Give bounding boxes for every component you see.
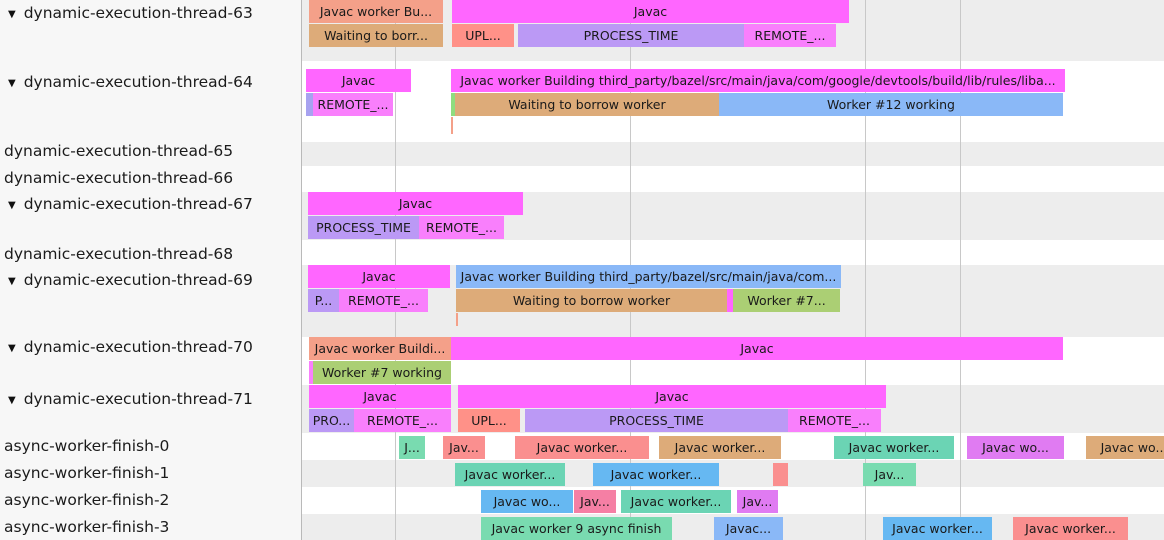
- chevron-down-icon[interactable]: ▼: [8, 394, 16, 406]
- trace-bar[interactable]: Waiting to borrow worker: [455, 93, 719, 116]
- trace-bar[interactable]: Javac...: [714, 517, 783, 540]
- trace-bar-sliver[interactable]: [306, 93, 313, 116]
- track-label-text: dynamic-execution-thread-69: [23, 271, 253, 289]
- trace-bar[interactable]: Javac worker...: [1013, 517, 1128, 540]
- track-label-text: dynamic-execution-thread-64: [23, 73, 253, 91]
- trace-bar[interactable]: Javac: [452, 0, 849, 23]
- trace-bar[interactable]: Javac worker...: [593, 463, 719, 486]
- track-label-text: dynamic-execution-thread-66: [4, 169, 234, 187]
- trace-bar[interactable]: Javac worker Bu...: [309, 0, 443, 23]
- chevron-down-icon[interactable]: ▼: [8, 342, 16, 354]
- trace-bar[interactable]: Javac worker Buildi...: [309, 337, 451, 360]
- trace-bar[interactable]: Javac worker Building third_party/bazel/…: [451, 69, 1065, 92]
- track-label-dynamic-execution-thread-64[interactable]: ▼ dynamic-execution-thread-64: [0, 73, 300, 91]
- trace-bar[interactable]: Javac: [309, 385, 451, 408]
- trace-bar[interactable]: REMOTE_...: [313, 93, 393, 116]
- track-label-text: async-worker-finish-0: [4, 437, 170, 455]
- trace-bar[interactable]: Jav...: [443, 436, 485, 459]
- track-label-text: dynamic-execution-thread-65: [4, 142, 234, 160]
- trace-bar[interactable]: Javac: [451, 337, 1063, 360]
- trace-bar-sliver[interactable]: [451, 117, 453, 134]
- trace-bar[interactable]: Javac wo...: [1086, 436, 1164, 459]
- trace-bar[interactable]: Javac worker 9 async finish: [481, 517, 672, 540]
- trace-bar[interactable]: REMOTE_...: [419, 216, 504, 239]
- track-label-dynamic-execution-thread-63[interactable]: ▼ dynamic-execution-thread-63: [0, 4, 300, 22]
- trace-bar[interactable]: Javac: [306, 69, 411, 92]
- trace-bar[interactable]: Worker #12 working: [719, 93, 1063, 116]
- track-label-text: async-worker-finish-1: [4, 464, 170, 482]
- trace-bar[interactable]: UPL...: [458, 409, 520, 432]
- trace-bar[interactable]: Javac: [308, 265, 450, 288]
- trace-bar-sliver[interactable]: [451, 93, 455, 116]
- trace-bar[interactable]: REMOTE_...: [339, 289, 428, 312]
- trace-bar[interactable]: Jav...: [863, 463, 916, 486]
- track-label-dynamic-execution-thread-70[interactable]: ▼ dynamic-execution-thread-70: [0, 338, 300, 356]
- track-label-text: dynamic-execution-thread-70: [23, 338, 253, 356]
- timeline-canvas[interactable]: Javac worker Bu... Waiting to borr... Java…: [303, 0, 1164, 540]
- track-label-text: async-worker-finish-3: [4, 518, 170, 536]
- trace-bar[interactable]: Jav...: [737, 490, 778, 513]
- track-label-dynamic-execution-thread-67[interactable]: ▼ dynamic-execution-thread-67: [0, 195, 300, 213]
- track-label-dynamic-execution-thread-71[interactable]: ▼ dynamic-execution-thread-71: [0, 390, 300, 408]
- chevron-down-icon[interactable]: ▼: [8, 8, 16, 20]
- track-label-dynamic-execution-thread-66[interactable]: dynamic-execution-thread-66: [0, 169, 300, 187]
- trace-bar[interactable]: Javac worker...: [834, 436, 954, 459]
- chevron-down-icon[interactable]: ▼: [8, 199, 16, 211]
- track-label-dynamic-execution-thread-69[interactable]: ▼ dynamic-execution-thread-69: [0, 271, 300, 289]
- track-label-gutter: ▼ dynamic-execution-thread-63 ▼ dynamic-exe…: [0, 0, 302, 540]
- track-label-text: dynamic-execution-thread-63: [23, 4, 253, 22]
- trace-bar[interactable]: Waiting to borrow worker: [456, 289, 727, 312]
- track-label-async-worker-finish-2[interactable]: async-worker-finish-2: [0, 491, 300, 509]
- trace-bar[interactable]: UPL...: [452, 24, 514, 47]
- trace-bar[interactable]: Javac wo...: [967, 436, 1064, 459]
- trace-bar[interactable]: PRO...: [309, 409, 354, 432]
- track-label-text: async-worker-finish-2: [4, 491, 170, 509]
- trace-bar-sliver[interactable]: [773, 463, 788, 486]
- chevron-down-icon[interactable]: ▼: [8, 77, 16, 89]
- trace-bar[interactable]: P...: [308, 289, 339, 312]
- trace-bar[interactable]: Worker #7 working: [313, 361, 451, 384]
- trace-bar[interactable]: Worker #7...: [733, 289, 840, 312]
- track-label-text: dynamic-execution-thread-71: [23, 390, 253, 408]
- track-label-dynamic-execution-thread-65[interactable]: dynamic-execution-thread-65: [0, 142, 300, 160]
- trace-bar-sliver[interactable]: [309, 361, 313, 384]
- trace-bar[interactable]: REMOTE_...: [744, 24, 836, 47]
- trace-bar-sliver[interactable]: [456, 313, 458, 326]
- trace-bar[interactable]: Jav...: [574, 490, 616, 513]
- trace-bar[interactable]: Javac worker Building third_party/bazel/…: [456, 265, 841, 288]
- trace-bar[interactable]: J...: [399, 436, 425, 459]
- trace-bar[interactable]: REMOTE_...: [788, 409, 881, 432]
- track-label-async-worker-finish-3[interactable]: async-worker-finish-3: [0, 518, 300, 536]
- track-label-async-worker-finish-1[interactable]: async-worker-finish-1: [0, 464, 300, 482]
- trace-bar-sliver[interactable]: [727, 289, 733, 312]
- trace-bar[interactable]: PROCESS_TIME: [518, 24, 744, 47]
- trace-bar[interactable]: Javac worker...: [883, 517, 992, 540]
- trace-bar[interactable]: Javac wo...: [481, 490, 573, 513]
- trace-bar[interactable]: Javac worker...: [455, 463, 565, 486]
- trace-bar[interactable]: Javac worker...: [515, 436, 649, 459]
- chevron-down-icon[interactable]: ▼: [8, 275, 16, 287]
- track-label-text: dynamic-execution-thread-67: [23, 195, 253, 213]
- trace-bar[interactable]: Javac: [308, 192, 523, 215]
- gridline: [865, 0, 866, 540]
- trace-bar[interactable]: Javac worker...: [659, 436, 781, 459]
- track-label-text: dynamic-execution-thread-68: [4, 245, 234, 263]
- track-label-dynamic-execution-thread-68[interactable]: dynamic-execution-thread-68: [0, 245, 300, 263]
- trace-bar[interactable]: Javac worker...: [621, 490, 731, 513]
- trace-bar[interactable]: Javac: [458, 385, 886, 408]
- trace-bar[interactable]: REMOTE_...: [354, 409, 451, 432]
- trace-bar[interactable]: PROCESS_TIME: [525, 409, 788, 432]
- trace-bar[interactable]: PROCESS_TIME: [308, 216, 419, 239]
- trace-bar[interactable]: Waiting to borr...: [309, 24, 443, 47]
- gridline: [960, 0, 961, 540]
- track-label-async-worker-finish-0[interactable]: async-worker-finish-0: [0, 437, 300, 455]
